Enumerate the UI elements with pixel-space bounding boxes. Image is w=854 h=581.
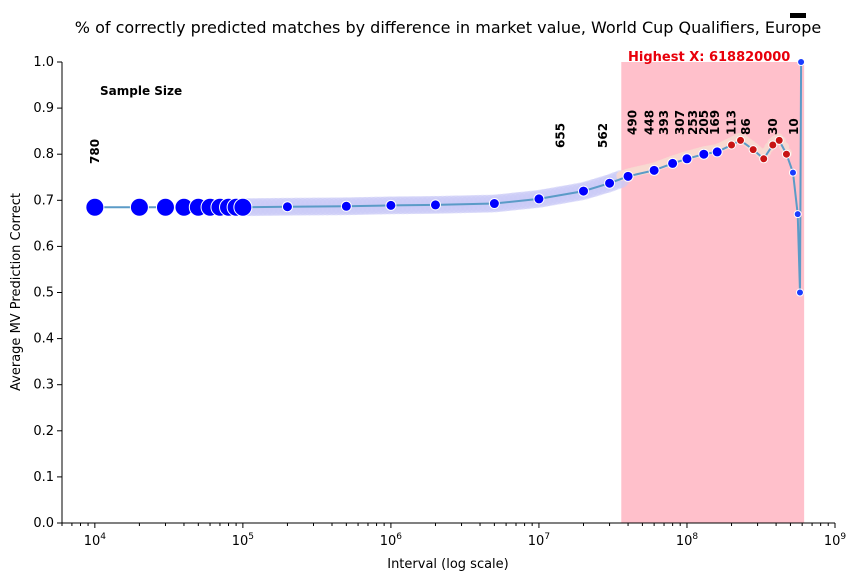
y-tick-label: 0.3 (33, 378, 54, 393)
y-tick-label: 0.8 (33, 147, 54, 162)
data-point (604, 177, 616, 189)
title-marker (790, 13, 806, 18)
plot-area: 0.0 0.1 0.2 0.3 0.4 0.5 0.6 0.7 0.8 0.9 1.0 104 105 1… (33, 55, 846, 549)
sample-count-label: 448 (643, 110, 657, 135)
data-point (681, 153, 693, 165)
data-point (748, 145, 758, 155)
data-point (648, 164, 660, 176)
data-point (793, 210, 802, 219)
x-tick-label: 109 (824, 532, 847, 549)
sample-count-label: 10 (787, 118, 801, 135)
chart-title: % of correctly predicted matches by diff… (75, 18, 821, 37)
data-point (385, 199, 397, 211)
y-tick-label: 0.9 (33, 101, 54, 116)
data-point (155, 197, 175, 217)
data-point (795, 288, 804, 297)
y-tick-label: 0.6 (33, 239, 54, 254)
x-tick-label: 106 (380, 532, 403, 549)
sample-count-label: 30 (766, 118, 780, 135)
data-point (736, 135, 746, 145)
data-point (781, 149, 791, 159)
sample-count-label: 393 (657, 110, 671, 135)
x-tick-label: 107 (528, 532, 550, 549)
x-axis-label: Interval (log scale) (387, 557, 509, 572)
data-point (698, 148, 710, 160)
y-tick-label: 0.4 (33, 332, 54, 347)
data-point (797, 58, 806, 66)
sample-count-label: 307 (673, 110, 687, 135)
sample-count-label: 169 (708, 110, 722, 135)
sample-count-label: 562 (596, 123, 610, 148)
sample-count-label: 253 (686, 110, 700, 135)
sample-count-label: 86 (739, 118, 753, 135)
data-point (340, 200, 352, 212)
sample-count-label: 655 (554, 123, 568, 148)
y-tick-label: 1.0 (33, 55, 54, 70)
data-point (85, 197, 105, 217)
data-point (429, 199, 441, 211)
data-point (768, 140, 778, 150)
sample-count-label: 205 (697, 110, 711, 135)
y-tick-label: 0.2 (33, 424, 54, 439)
data-point (622, 170, 634, 182)
x-tick-label: 104 (84, 532, 107, 549)
y-tick-label: 0.1 (33, 470, 54, 485)
y-tick-label: 0.7 (33, 193, 54, 208)
x-tick-label: 105 (232, 532, 254, 549)
data-point (129, 197, 149, 217)
data-point (488, 198, 500, 210)
sample-count-label: 490 (626, 110, 640, 135)
data-point (727, 140, 737, 150)
data-point (788, 168, 797, 177)
y-axis-label: Average MV Prediction Correct (9, 193, 24, 391)
data-point (711, 146, 723, 158)
data-point (577, 185, 589, 197)
data-point (233, 197, 253, 217)
data-point (774, 135, 784, 145)
sample-count-label: 113 (725, 110, 739, 135)
data-point (533, 193, 545, 205)
data-point (667, 157, 679, 169)
x-tick-label: 108 (676, 532, 699, 549)
y-tick-label: 0.5 (33, 286, 54, 301)
sample-size-label: Sample Size (100, 84, 182, 98)
data-point (759, 154, 769, 164)
data-point (281, 201, 293, 213)
y-tick-label: 0.0 (33, 516, 54, 531)
sample-count-label: 780 (88, 139, 102, 164)
highest-x-label: Highest X: 618820000 (628, 50, 790, 65)
